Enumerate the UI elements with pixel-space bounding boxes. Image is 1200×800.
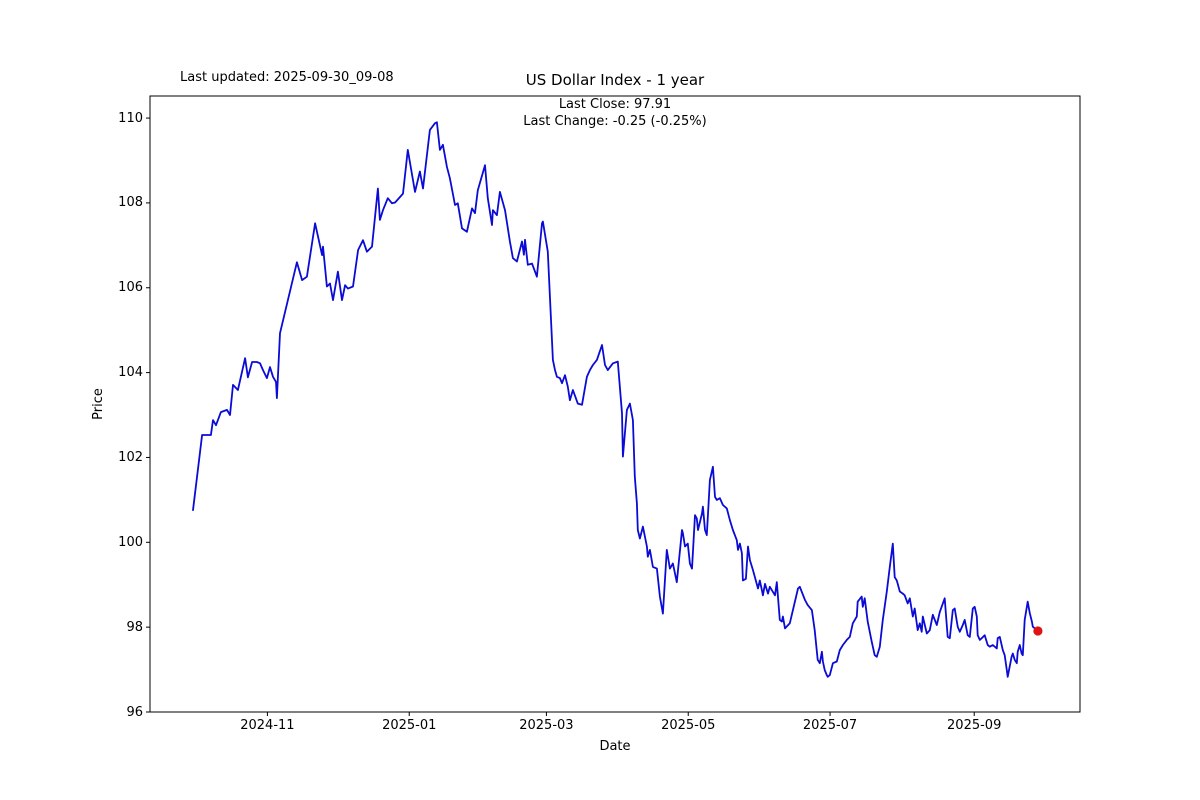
- x-tick-label: 2024-11: [240, 718, 295, 733]
- last-change-text: Last Change: -0.25 (-0.25%): [523, 114, 707, 129]
- y-tick-label: 98: [126, 619, 143, 635]
- x-axis-label: Date: [599, 739, 631, 754]
- x-tick-label: 2025-01: [382, 718, 437, 733]
- x-tick-label: 2025-05: [661, 718, 716, 733]
- x-tick-label: 2025-07: [802, 718, 858, 733]
- chart-title: US Dollar Index - 1 year: [525, 71, 705, 89]
- last-close-text: Last Close: 97.91: [558, 97, 672, 112]
- last-updated-text: Last updated: 2025-09-30_09-08: [180, 70, 394, 85]
- y-tick-label: 102: [118, 449, 143, 465]
- price-line: [192, 121, 1039, 678]
- y-tick-label: 106: [118, 280, 143, 296]
- axes-box: [149, 95, 1081, 713]
- y-tick-label: 96: [126, 704, 143, 720]
- chart-annotation: Last Close: 97.91 Last Change: -0.25 (-0…: [365, 96, 865, 130]
- y-tick-label: 104: [118, 365, 143, 381]
- x-tick-label: 2025-03: [519, 718, 574, 733]
- y-tick-label: 110: [118, 110, 143, 126]
- y-tick-label: 108: [118, 195, 143, 211]
- x-tick-label: 2025-09: [947, 718, 1002, 733]
- y-tick-label: 100: [118, 534, 143, 550]
- last-close-marker: [1033, 626, 1043, 636]
